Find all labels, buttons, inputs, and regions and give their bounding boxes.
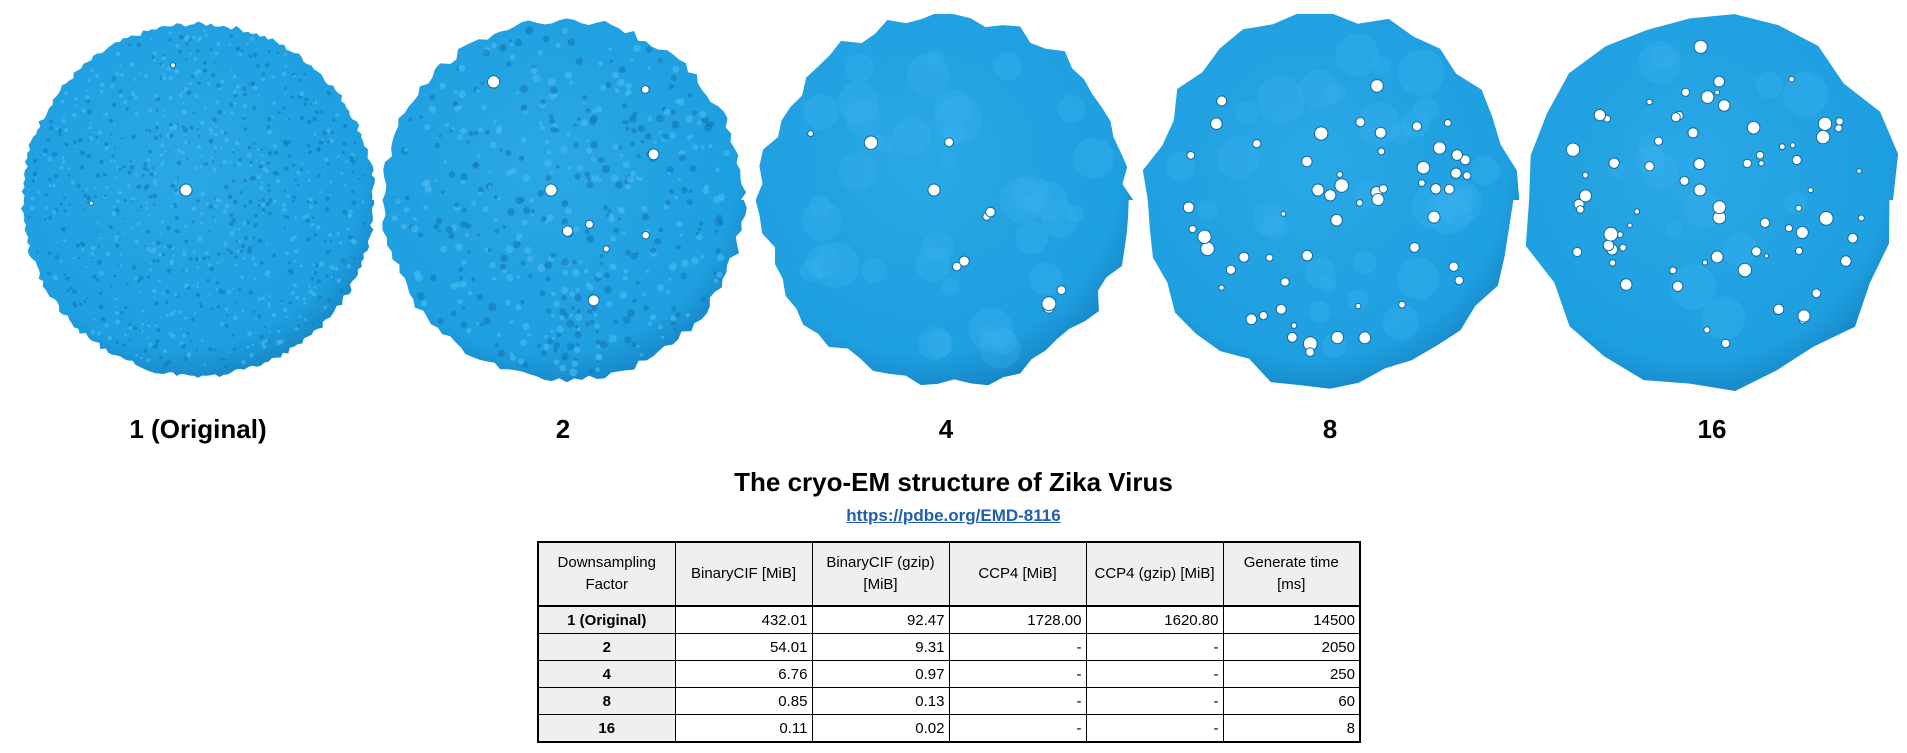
virus-render-2: 2 <box>373 14 753 444</box>
virus-render-4: 8 <box>1140 14 1520 444</box>
table-row: 1 (Original) 432.01 92.47 1728.00 1620.80 145… <box>537 605 1361 634</box>
source-link-wrapper: https://pdbe.org/EMD-8116 <box>0 506 1907 526</box>
column-header-text: [ms] <box>1277 576 1306 593</box>
virus-label-1: 1 (Original) <box>129 414 267 444</box>
table-cell: - <box>948 660 1087 688</box>
column-header: BinaryCIF (gzip) [MiB] <box>811 541 950 607</box>
virus-render-1: 1 (Original) <box>8 14 388 444</box>
table-cell: 250 <box>1222 660 1361 688</box>
virus-image-5 <box>1525 14 1899 391</box>
row-header-cell: 1 (Original) <box>537 605 676 634</box>
table-cell: - <box>948 714 1087 743</box>
table-cell: 0.13 <box>811 687 950 715</box>
virus-renderings: 1 (Original) 2 4 8 16 <box>8 14 1902 444</box>
table-cell: 432.01 <box>674 605 813 634</box>
table-cell: 92.47 <box>811 605 950 634</box>
virus-render-5: 16 <box>1522 14 1902 444</box>
table-cell: 0.02 <box>811 714 950 743</box>
table-cell: 2050 <box>1222 633 1361 661</box>
column-header-text: BinaryCIF (gzip) <box>826 554 935 571</box>
virus-render-3: 4 <box>756 14 1136 444</box>
virus-image-2 <box>382 18 747 383</box>
virus-image-4 <box>1142 14 1520 389</box>
table-cell: 60 <box>1222 687 1361 715</box>
column-header-text: Factor <box>585 576 628 593</box>
table-body: 1 (Original) 432.01 92.47 1728.00 1620.80 145… <box>537 605 1361 743</box>
table-cell: 1620.80 <box>1085 605 1224 634</box>
column-header: Downsampling Factor <box>537 541 676 607</box>
table-cell: 6.76 <box>674 660 813 688</box>
virus-label-2: 2 <box>555 414 571 444</box>
table-row: 16 0.11 0.02- -8 <box>537 714 1361 743</box>
column-header: CCP4 (gzip) [MiB] <box>1085 541 1224 607</box>
table-cell: - <box>1085 633 1224 661</box>
virus-label-4: 8 <box>1322 414 1338 444</box>
table-cell: - <box>1085 660 1224 688</box>
table-cell: 0.85 <box>674 687 813 715</box>
table-row: 8 0.85 0.13- -60 <box>537 687 1361 715</box>
row-header-cell: 2 <box>537 633 676 661</box>
row-header-cell: 4 <box>537 660 676 688</box>
table-cell: 0.97 <box>811 660 950 688</box>
table-cell: 9.31 <box>811 633 950 661</box>
table-cell: 8 <box>1222 714 1361 743</box>
source-link[interactable]: https://pdbe.org/EMD-8116 <box>846 506 1061 525</box>
column-header: CCP4 [MiB] <box>948 541 1087 607</box>
table-cell: - <box>948 687 1087 715</box>
column-header-text: [MiB] <box>863 576 898 593</box>
table-row: 4 6.76 0.97- -250 <box>537 660 1361 688</box>
comparison-table: Downsampling Factor BinaryCIF [MiB] BinaryC… <box>537 541 1361 743</box>
table-row: 2 54.01 9.31- -2050 <box>537 633 1361 661</box>
table-cell: - <box>1085 687 1224 715</box>
column-header: Generate time [ms] <box>1222 541 1361 607</box>
table-cell: 54.01 <box>674 633 813 661</box>
table-header-row: Downsampling Factor BinaryCIF [MiB] BinaryC… <box>537 541 1361 607</box>
table-cell: 0.11 <box>674 714 813 743</box>
table-cell: 14500 <box>1222 605 1361 634</box>
virus-label-3: 4 <box>938 414 954 444</box>
table-cell: - <box>948 633 1087 661</box>
column-header-text: Generate time <box>1243 554 1339 571</box>
row-header-cell: 8 <box>537 687 676 715</box>
column-header-text: Downsampling <box>557 554 656 571</box>
virus-image-3 <box>756 14 1134 386</box>
virus-image-1 <box>20 21 375 378</box>
figure-title: The cryo-EM structure of Zika Virus <box>734 467 1173 497</box>
column-header-text: CCP4 (gzip) [MiB] <box>1094 565 1215 582</box>
row-header-cell: 16 <box>537 714 676 743</box>
table-cell: 1728.00 <box>948 605 1087 634</box>
table-cell: - <box>1085 714 1224 743</box>
column-header: BinaryCIF [MiB] <box>674 541 813 607</box>
virus-label-5: 16 <box>1697 414 1727 444</box>
column-header-text: CCP4 [MiB] <box>978 565 1057 582</box>
column-header-text: BinaryCIF [MiB] <box>690 565 796 582</box>
